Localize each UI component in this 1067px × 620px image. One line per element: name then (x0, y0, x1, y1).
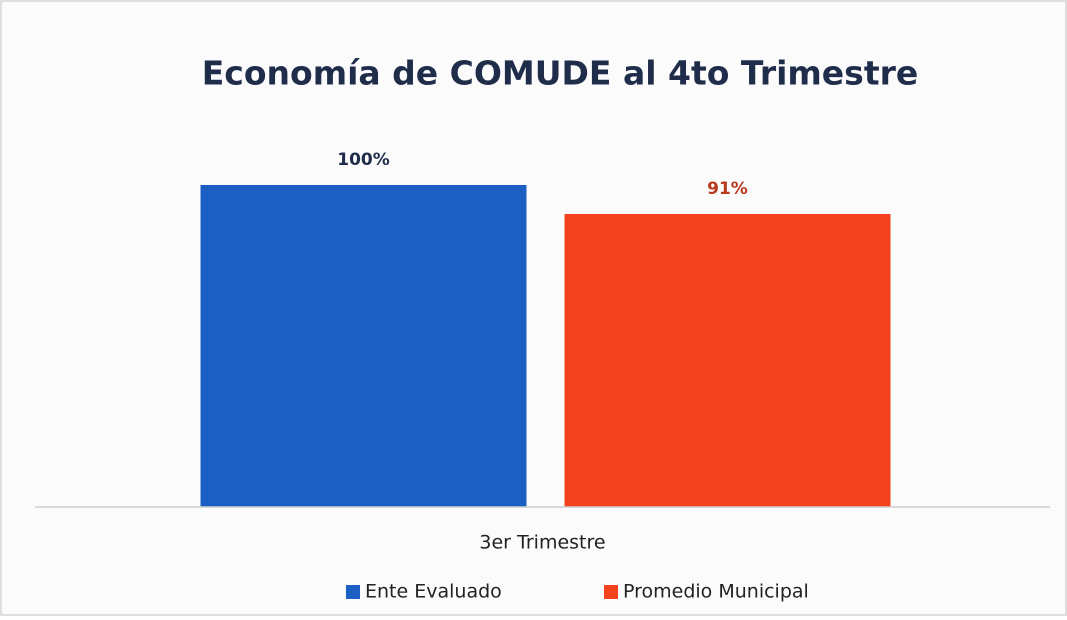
legend-swatch (346, 585, 360, 599)
x-tick-label: 3er Trimestre (479, 532, 605, 554)
legend-label: Promedio Municipal (623, 581, 809, 603)
bar (200, 185, 527, 507)
chart-title: Economía de COMUDE al 4to Trimestre (202, 54, 919, 93)
data-label: 100% (337, 150, 390, 170)
legend-swatch (604, 585, 618, 599)
bar (564, 213, 891, 508)
legend-label: Ente Evaluado (365, 581, 502, 603)
data-label: 91% (707, 179, 748, 199)
